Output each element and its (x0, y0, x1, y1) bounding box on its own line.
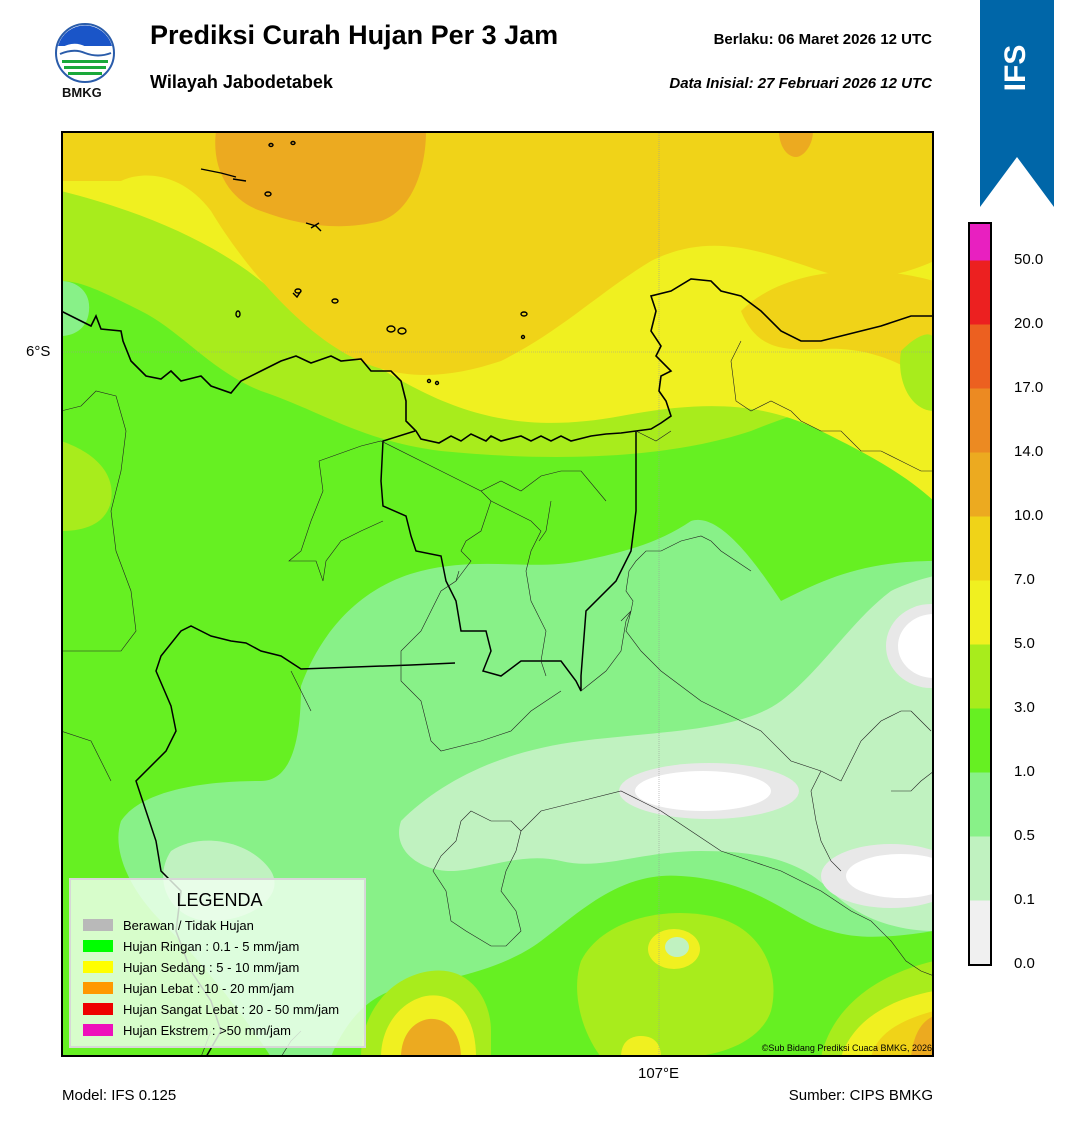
colorbar-tick-label: 0.1 (1014, 891, 1035, 908)
legend-item: Hujan Ekstrem : >50 mm/jam (83, 1021, 291, 1039)
legend-swatch (83, 1003, 113, 1015)
legend-item: Hujan Sangat Lebat : 20 - 50 mm/jam (83, 1000, 339, 1018)
ifs-badge-text: IFS (999, 45, 1032, 92)
colorbar-segment (970, 772, 990, 837)
legend-item: Berawan / Tidak Hujan (83, 916, 254, 934)
islands (200, 140, 528, 386)
valid-time: Berlaku: 06 Maret 2026 12 UTC (713, 31, 932, 48)
colorbar-segment (970, 836, 990, 901)
legend-swatch (83, 940, 113, 952)
legend-label: Hujan Ringan : 0.1 - 5 mm/jam (123, 938, 300, 954)
colorbar-tick-label: 5.0 (1014, 635, 1035, 652)
district-boundaries (61, 340, 934, 1057)
legend-swatch (83, 1024, 113, 1036)
colorbar-segment (970, 708, 990, 773)
legend-swatch (83, 982, 113, 994)
lat-label: 6°S (26, 343, 51, 360)
page-title: Prediksi Curah Hujan Per 3 Jam (150, 20, 559, 50)
source-label: Sumber: CIPS BMKG (788, 1087, 933, 1104)
legend-label: Berawan / Tidak Hujan (123, 917, 254, 933)
legend: LEGENDA Berawan / Tidak Hujan Hujan Ring… (69, 878, 366, 1048)
rain-band-orange (215, 131, 426, 227)
colorbar-tick-label: 14.0 (1014, 443, 1044, 460)
coastline (61, 278, 934, 444)
logo-text: BMKG (62, 85, 102, 100)
colorbar-segment (970, 388, 990, 453)
colorbar-segment (970, 324, 990, 389)
initial-data-time: Data Inisial: 27 Februari 2026 12 UTC (669, 75, 932, 92)
map-credit: ©Sub Bidang Prediksi Cuaca BMKG, 2026 (761, 1043, 932, 1053)
colorbar-tick-label: 3.0 (1014, 699, 1035, 716)
legend-item: Hujan Lebat : 10 - 20 mm/jam (83, 979, 294, 997)
legend-swatch (83, 919, 113, 931)
colorbar-tick-label: 10.0 (1014, 507, 1044, 524)
rain-band-pale-green (399, 576, 934, 931)
legend-title: LEGENDA (176, 890, 263, 910)
colorbar-tick-label: 20.0 (1014, 315, 1044, 332)
legend-item: Hujan Sedang : 5 - 10 mm/jam (83, 958, 299, 976)
legend-label: Hujan Lebat : 10 - 20 mm/jam (123, 980, 295, 996)
lon-label: 107°E (638, 1065, 680, 1082)
colorbar-frame (968, 222, 992, 966)
colorbar-tick-label: 0.0 (1014, 955, 1035, 972)
colorbar-tick-label: 7.0 (1014, 571, 1035, 588)
colorbar-tick-label: 17.0 (1014, 379, 1044, 396)
rain-band-lime-south (577, 913, 774, 1057)
colorbar-segment (970, 580, 990, 645)
legend-item: Hujan Ringan : 0.1 - 5 mm/jam (83, 937, 299, 955)
legend-label: Hujan Sangat Lebat : 20 - 50 mm/jam (123, 1001, 340, 1017)
model-label: Model: IFS 0.125 (62, 1087, 177, 1104)
colorbar-tick-label: 1.0 (1014, 763, 1035, 780)
ifs-ribbon: IFS (980, 0, 1054, 207)
legend-label: Hujan Ekstrem : >50 mm/jam (123, 1022, 291, 1038)
colorbar-segment (970, 224, 990, 261)
colorbar (968, 222, 992, 966)
colorbar-tick-label: 50.0 (1014, 251, 1044, 268)
colorbar-segment (970, 900, 990, 965)
legend-swatch (83, 961, 113, 973)
legend-label: Hujan Sedang : 5 - 10 mm/jam (123, 959, 300, 975)
colorbar-segment (970, 452, 990, 517)
region-subtitle: Wilayah Jabodetabek (150, 72, 333, 92)
colorbar-segment (970, 516, 990, 581)
colorbar-tick-label: 0.5 (1014, 827, 1035, 844)
bmkg-logo-icon (55, 23, 115, 83)
colorbar-segment (970, 644, 990, 709)
colorbar-segment (970, 260, 990, 325)
